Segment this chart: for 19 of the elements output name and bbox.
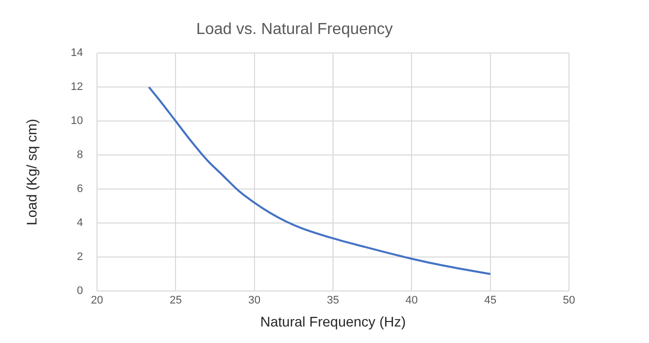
chart-title: Load vs. Natural Frequency [196, 21, 393, 38]
y-tick-label: 8 [76, 149, 84, 162]
y-tick-label: 12 [70, 81, 84, 94]
x-tick-label: 50 [562, 294, 576, 307]
y-axis-title: Load (Kg/ sq cm) [23, 118, 40, 226]
y-tick-label: 0 [76, 285, 84, 298]
y-tick-label: 4 [76, 217, 84, 230]
x-tick-label: 20 [90, 294, 104, 307]
line-series [148, 86, 492, 276]
x-tick-label: 35 [326, 294, 340, 307]
y-tick-label: 2 [76, 251, 84, 264]
y-tick-label: 14 [70, 47, 84, 60]
x-tick-label: 25 [170, 294, 182, 307]
x-tick-label: 45 [484, 294, 496, 307]
x-tick-label: 40 [406, 294, 418, 307]
y-tick-label: 10 [70, 115, 84, 128]
x-tick-label: 30 [248, 294, 260, 307]
y-tick-label: 6 [76, 183, 84, 196]
x-axis-title: Natural Frequency (Hz) [260, 313, 406, 330]
